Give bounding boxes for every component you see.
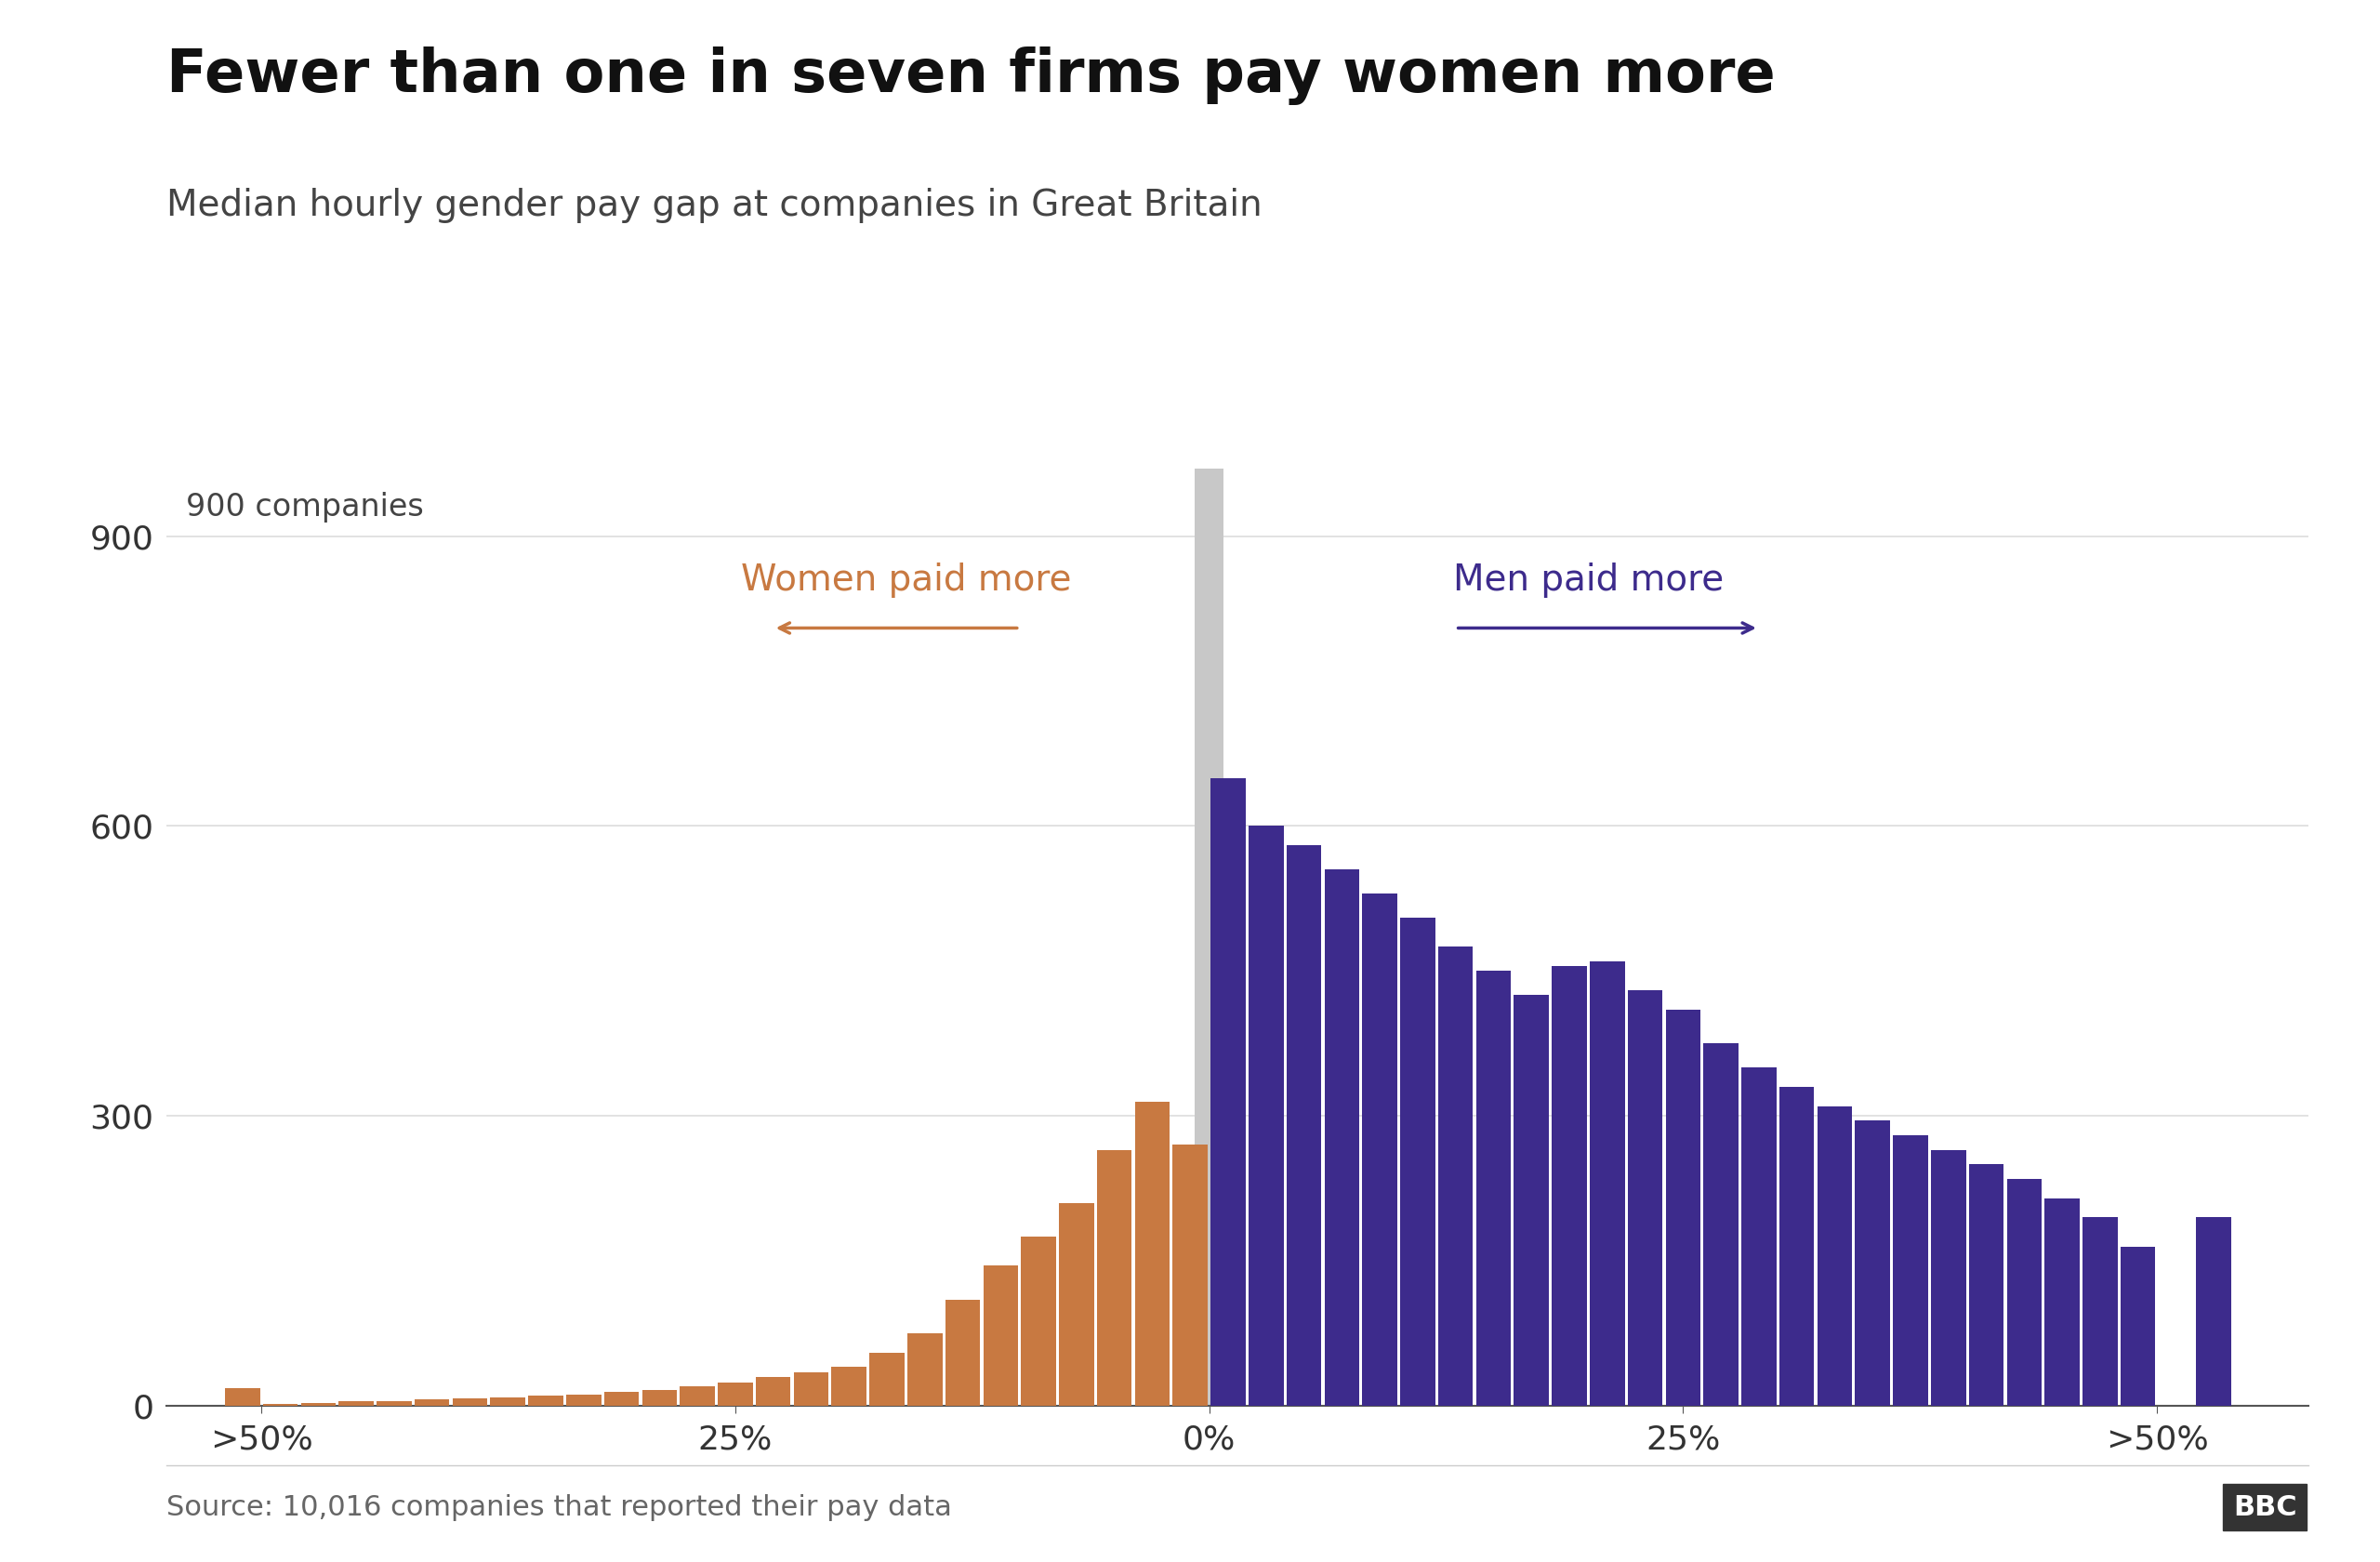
Bar: [1854, 1122, 1890, 1406]
Text: Women paid more: Women paid more: [740, 562, 1071, 597]
Bar: [1399, 918, 1435, 1406]
Bar: [1195, 469, 1223, 1406]
Bar: [1361, 893, 1397, 1406]
Bar: [2082, 1217, 2118, 1406]
Bar: [490, 1396, 526, 1406]
Bar: [945, 1300, 981, 1406]
Text: Source: 10,016 companies that reported their pay data: Source: 10,016 companies that reported t…: [167, 1493, 952, 1521]
Bar: [1438, 947, 1473, 1406]
Bar: [1552, 967, 1587, 1406]
Bar: [1135, 1101, 1169, 1406]
Bar: [1742, 1068, 1775, 1406]
Bar: [376, 1401, 412, 1406]
Bar: [1323, 870, 1359, 1406]
Bar: [338, 1401, 374, 1406]
Bar: [793, 1371, 828, 1406]
Bar: [528, 1395, 564, 1406]
Text: Men paid more: Men paid more: [1452, 562, 1723, 597]
Bar: [1818, 1106, 1852, 1406]
Bar: [1780, 1087, 1814, 1406]
Bar: [1476, 972, 1511, 1406]
Bar: [907, 1334, 942, 1406]
Text: Fewer than one in seven firms pay women more: Fewer than one in seven firms pay women …: [167, 47, 1775, 106]
Bar: [1211, 778, 1245, 1406]
Bar: [1250, 826, 1283, 1406]
Bar: [1968, 1164, 2004, 1406]
Bar: [2044, 1198, 2080, 1406]
Bar: [1097, 1150, 1133, 1406]
Bar: [1590, 961, 1626, 1406]
Bar: [1892, 1136, 1928, 1406]
Bar: [1059, 1203, 1095, 1406]
Bar: [1021, 1237, 1057, 1406]
Bar: [300, 1403, 336, 1406]
Bar: [1628, 990, 1664, 1406]
Bar: [1514, 995, 1549, 1406]
Bar: [643, 1390, 676, 1406]
Bar: [869, 1353, 904, 1406]
Bar: [1666, 1009, 1699, 1406]
Bar: [452, 1398, 488, 1406]
Bar: [1930, 1150, 1966, 1406]
Text: 900 companies: 900 companies: [186, 492, 424, 523]
Bar: [414, 1400, 450, 1406]
Bar: [1288, 845, 1321, 1406]
Bar: [1704, 1043, 1737, 1406]
Bar: [566, 1395, 602, 1406]
Bar: [262, 1404, 298, 1406]
Text: BBC: BBC: [2232, 1493, 2297, 1521]
Bar: [226, 1389, 259, 1406]
Bar: [2121, 1246, 2156, 1406]
Bar: [2197, 1217, 2232, 1406]
Bar: [681, 1387, 714, 1406]
Bar: [2006, 1179, 2042, 1406]
Bar: [605, 1392, 638, 1406]
Bar: [831, 1367, 866, 1406]
Bar: [1173, 1145, 1207, 1406]
Bar: [757, 1376, 790, 1406]
Text: Median hourly gender pay gap at companies in Great Britain: Median hourly gender pay gap at companie…: [167, 187, 1261, 223]
Bar: [719, 1382, 752, 1406]
Bar: [983, 1265, 1019, 1406]
